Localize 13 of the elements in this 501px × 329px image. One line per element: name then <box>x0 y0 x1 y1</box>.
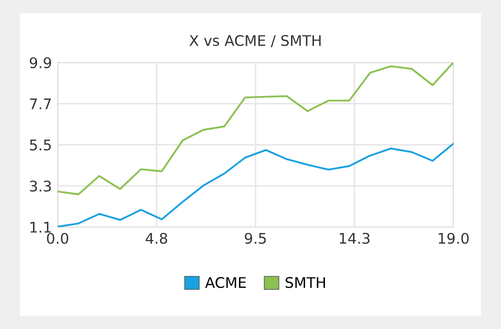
y-tick-label: 9.9 <box>30 57 52 68</box>
y-tick-label: 3.3 <box>30 180 51 192</box>
legend-label: SMTH <box>286 277 325 288</box>
y-tick-label: 5.5 <box>30 140 51 151</box>
x-tick-label: 0.0 <box>46 232 68 244</box>
x-tick-label: 14.3 <box>340 232 370 244</box>
chart-title: X vs ACME / SMTH <box>189 35 321 48</box>
y-tick-label: 7.7 <box>30 98 51 110</box>
x-tick-label: 4.8 <box>146 232 168 244</box>
y-tick-label: 1.1 <box>30 222 51 233</box>
x-tick-label: 19.0 <box>438 232 469 244</box>
legend-label: ACME <box>205 277 246 288</box>
x-tick-label: 9.5 <box>244 232 266 244</box>
